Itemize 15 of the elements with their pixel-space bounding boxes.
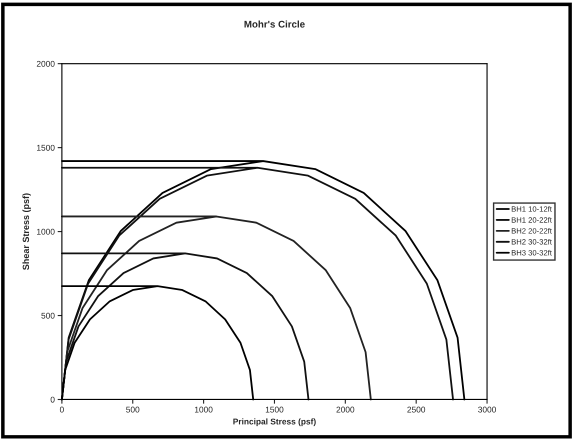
x-axis-title: Principal Stress (psf) <box>233 418 316 426</box>
chart-title: Mohr's Circle <box>244 20 305 28</box>
y-tick-label: 500 <box>41 312 55 319</box>
y-tick-label: 1500 <box>37 144 55 151</box>
x-tick-label: 1500 <box>266 406 284 413</box>
y-tick-label: 1000 <box>37 228 55 235</box>
x-tick-label: 2000 <box>336 406 354 413</box>
x-tick-label: 0 <box>60 406 64 413</box>
x-tick-label: 3000 <box>478 406 496 413</box>
y-axis-title: Shear Stress (psf) <box>22 193 31 270</box>
x-tick-label: 2500 <box>407 406 426 413</box>
x-tick-label: 1000 <box>194 406 213 413</box>
y-tick-label: 2000 <box>36 60 55 67</box>
y-tick-label: 0 <box>50 396 55 403</box>
x-tick-label: 500 <box>126 406 140 413</box>
